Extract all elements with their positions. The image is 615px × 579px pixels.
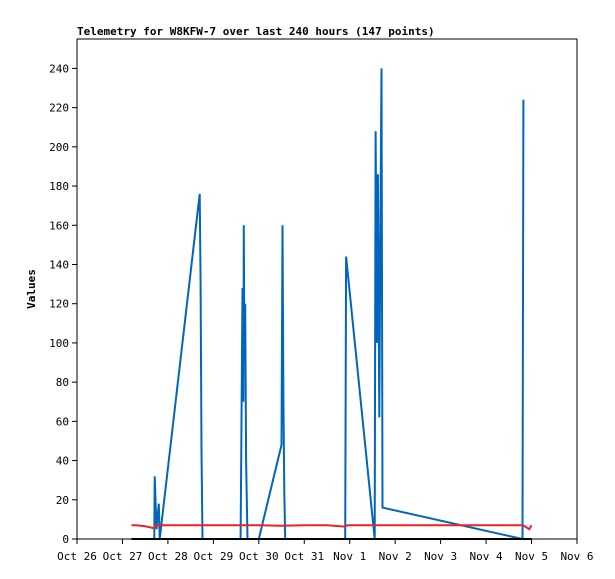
y-axis: 0 20 40 60 80 100 120 140 160 180 200 220 240 bbox=[49, 62, 77, 546]
x-tick-label: Nov 5 bbox=[515, 550, 548, 563]
x-tick-label: Nov 3 bbox=[424, 550, 457, 563]
x-tick-label: Oct 26 bbox=[57, 550, 97, 563]
y-tick-label: 20 bbox=[56, 494, 69, 507]
y-tick-label: 60 bbox=[56, 415, 69, 428]
y-tick-label: 120 bbox=[49, 298, 69, 311]
y-axis-title: Values bbox=[25, 269, 38, 309]
x-axis: Oct 26 Oct 27 Oct 28 Oct 29 Oct 30 Oct 31 Nov … bbox=[57, 539, 594, 563]
y-tick-label: 80 bbox=[56, 376, 69, 389]
chart-title: Telemetry for W8KFW-7 over last 240 hour… bbox=[77, 25, 435, 38]
series-line-2 bbox=[131, 524, 533, 531]
y-tick-label: 140 bbox=[49, 258, 69, 271]
x-tick-label: Nov 6 bbox=[560, 550, 593, 563]
x-tick-label: Oct 30 bbox=[239, 550, 279, 563]
y-tick-label: 0 bbox=[62, 533, 69, 546]
y-tick-label: 220 bbox=[49, 102, 69, 115]
y-tick-label: 100 bbox=[49, 337, 69, 350]
y-tick-label: 160 bbox=[49, 219, 69, 232]
x-tick-label: Oct 31 bbox=[284, 550, 324, 563]
x-tick-label: Nov 4 bbox=[470, 550, 503, 563]
y-tick-label: 180 bbox=[49, 180, 69, 193]
x-tick-label: Oct 29 bbox=[193, 550, 233, 563]
y-tick-label: 200 bbox=[49, 141, 69, 154]
x-tick-label: Oct 28 bbox=[148, 550, 188, 563]
series-layer bbox=[131, 68, 533, 541]
x-tick-label: Nov 2 bbox=[379, 550, 412, 563]
y-tick-label: 40 bbox=[56, 455, 69, 468]
x-tick-label: Oct 27 bbox=[103, 550, 143, 563]
y-tick-label: 240 bbox=[49, 62, 69, 75]
x-tick-label: Nov 1 bbox=[333, 550, 366, 563]
